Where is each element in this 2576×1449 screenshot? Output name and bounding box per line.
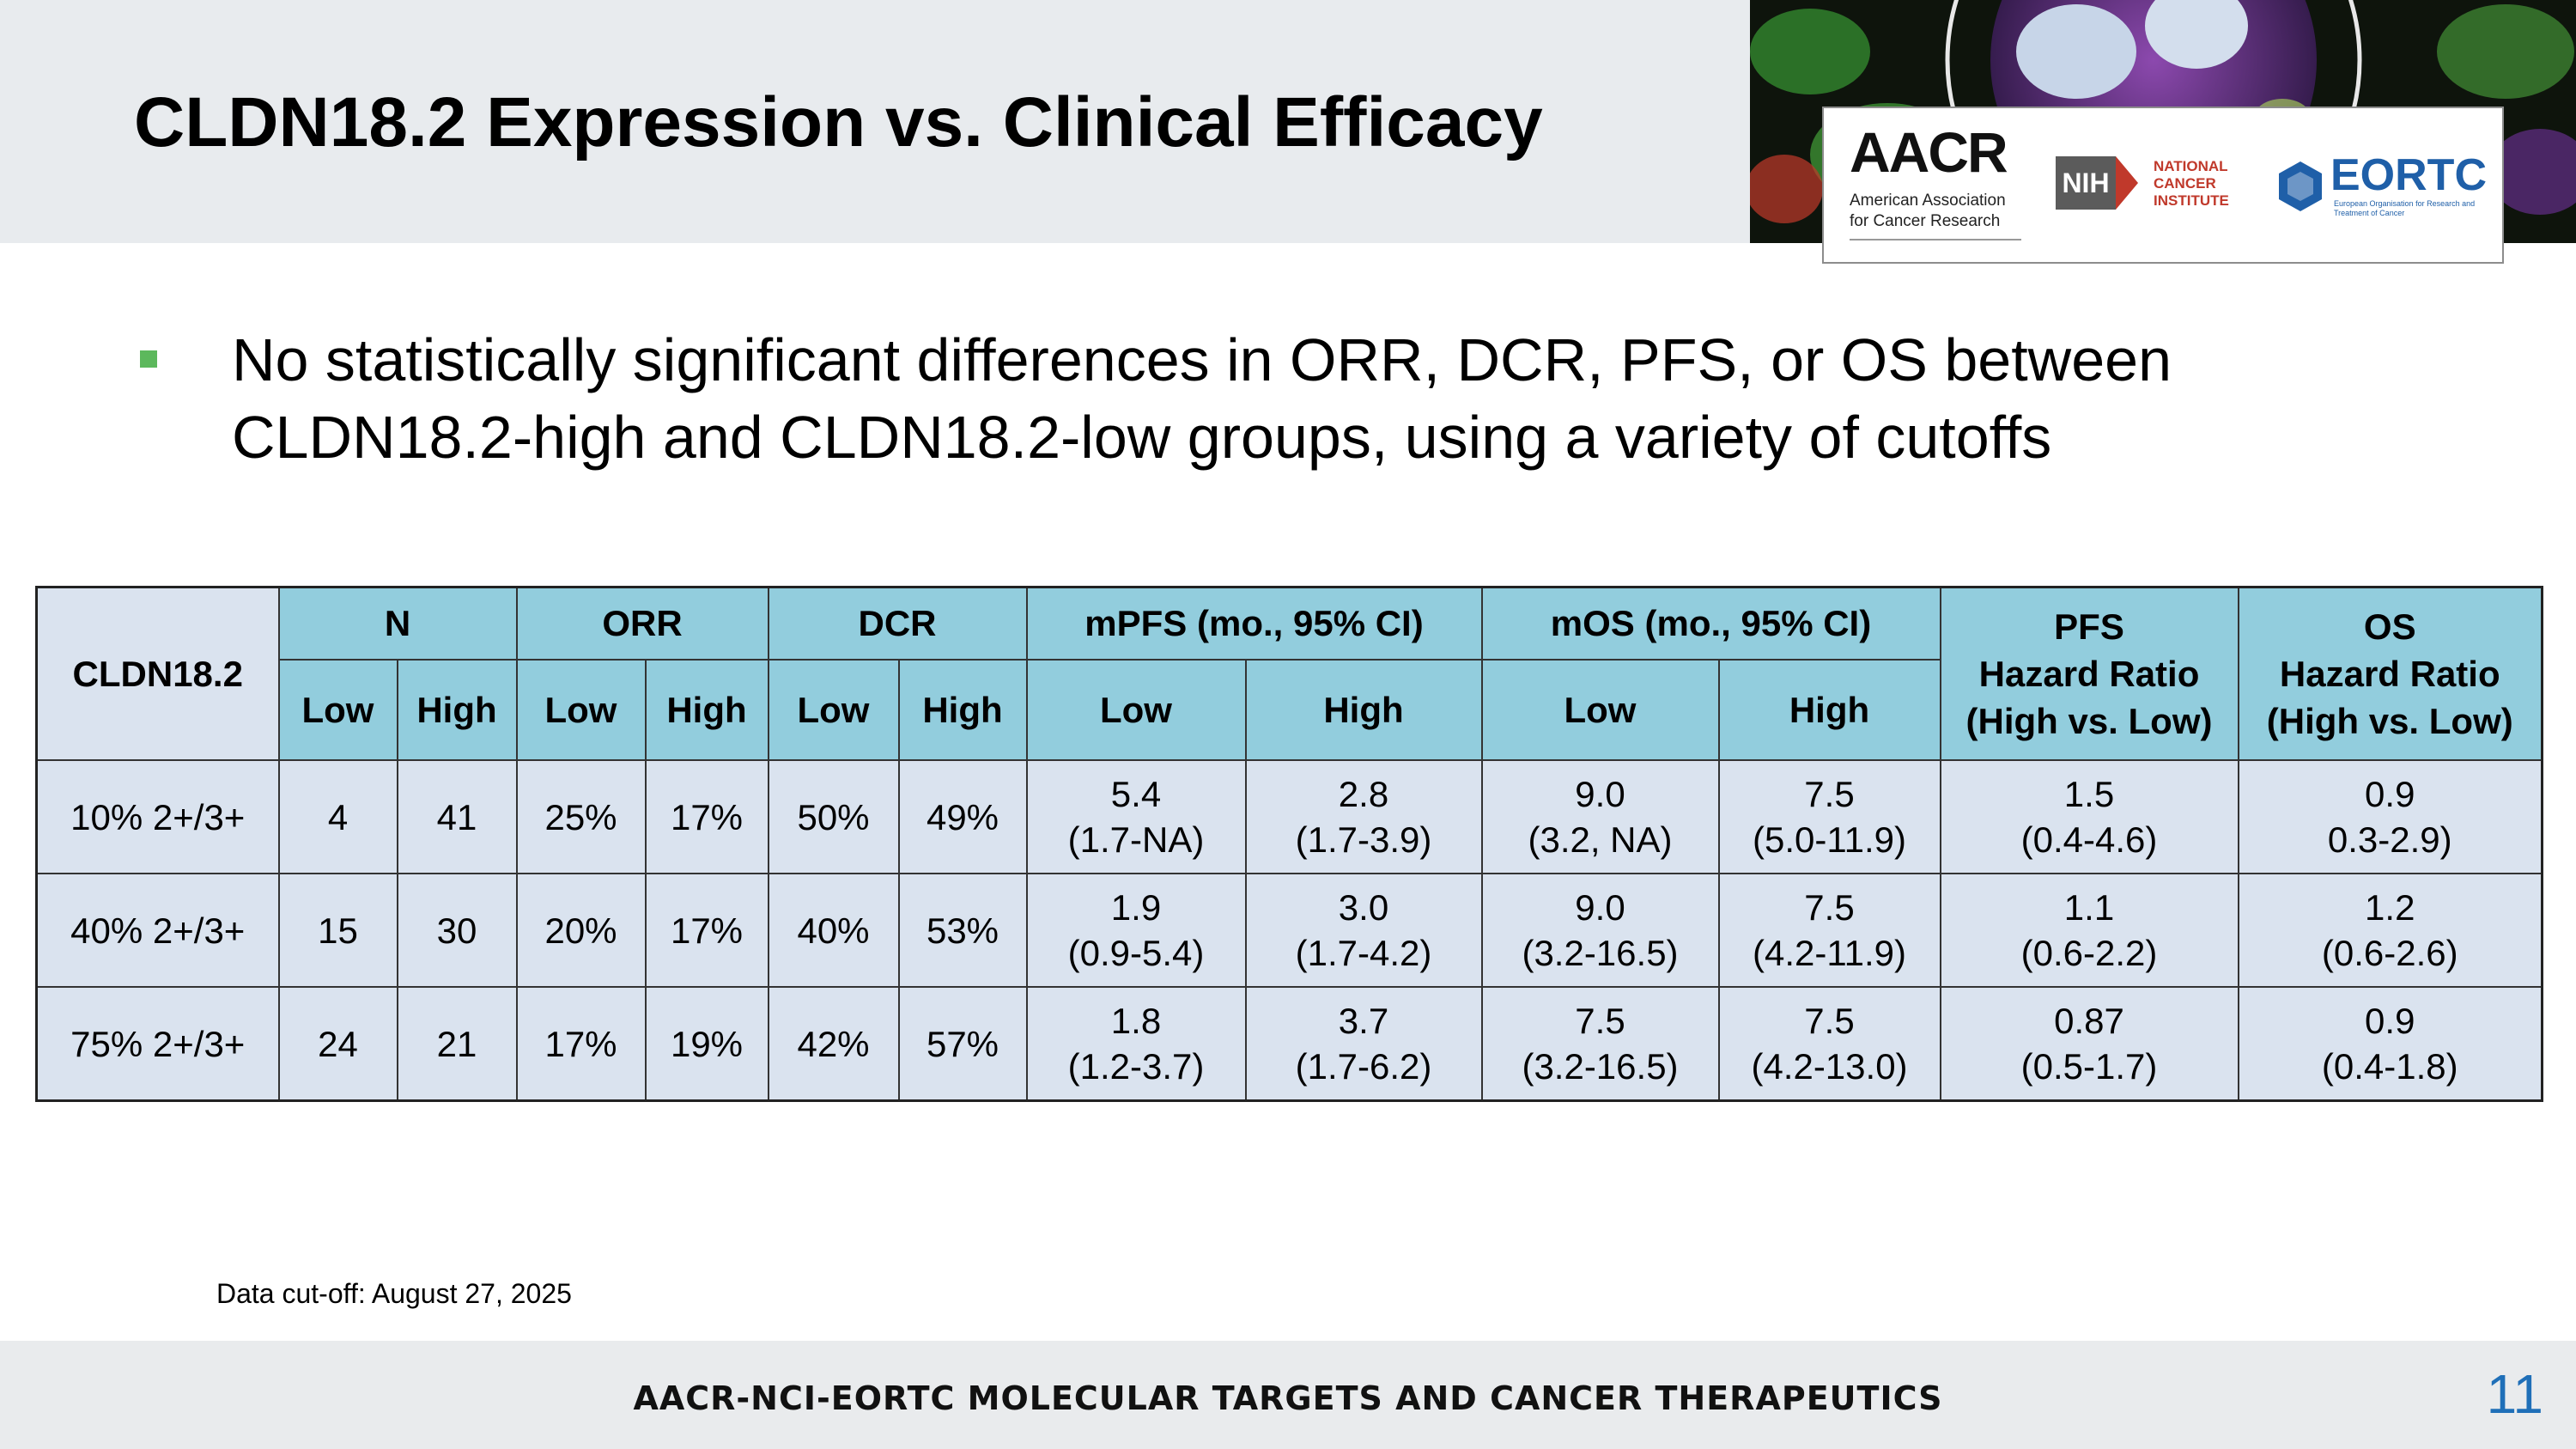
nih-logo: NIH	[2056, 156, 2116, 210]
dcr-low-cell: 40%	[767, 873, 900, 988]
efficacy-table: CLDN18.2 N ORR DCR mPFS (mo., 95% CI) mO…	[35, 586, 2543, 1102]
footer-band	[0, 1341, 2576, 1449]
dcr-header: DCR	[767, 586, 1028, 661]
mpfs-high-cell: 3.0 (1.7-4.2)	[1244, 873, 1483, 988]
aacr-divider	[1850, 239, 2021, 240]
mpfs-high-cell: 2.8 (1.7-3.9)	[1244, 759, 1483, 874]
os-hr-cell: 1.2 (0.6-2.6)	[2237, 873, 2543, 988]
mos-low-cell: 9.0 (3.2, NA)	[1480, 759, 1720, 874]
aacr-logo: AACR	[1850, 120, 2008, 184]
subheader-orr-low: Low	[515, 659, 647, 761]
footer-conference-name: AACR-NCI-EORTC MOLECULAR TARGETS AND CAN…	[633, 1379, 1943, 1417]
eortc-subtitle: European Organisation for Research and T…	[2334, 199, 2476, 217]
n-header: N	[277, 586, 518, 661]
mpfs-low-cell: 1.9 (0.9-5.4)	[1025, 873, 1247, 988]
mpfs-low-cell: 5.4 (1.7-NA)	[1025, 759, 1247, 874]
pfs-hr-header: PFS Hazard Ratio (High vs. Low)	[1939, 586, 2239, 761]
aacr-subtitle: American Association for Cancer Research	[1850, 192, 2006, 230]
subheader-dcr-low: Low	[767, 659, 900, 761]
os-hr-header: OS Hazard Ratio (High vs. Low)	[2237, 586, 2543, 761]
bullet-text: No statistically significant differences…	[232, 326, 2172, 471]
mos-high-cell: 7.5 (4.2-13.0)	[1717, 986, 1941, 1102]
subheader-n-low: Low	[277, 659, 398, 761]
dcr-high-cell: 57%	[897, 986, 1028, 1102]
mos-header: mOS (mo., 95% CI)	[1480, 586, 1941, 661]
mpfs-low-cell: 1.8 (1.2-3.7)	[1025, 986, 1247, 1102]
page-number: 11	[2486, 1363, 2543, 1425]
os-hr-cell: 0.9 0.3-2.9)	[2237, 759, 2543, 874]
n-high-cell: 21	[396, 986, 518, 1102]
pfs-hr-cell: 1.1 (0.6-2.2)	[1939, 873, 2239, 988]
corner-header: CLDN18.2	[35, 586, 280, 761]
orr-low-cell: 20%	[515, 873, 647, 988]
bullet-marker	[140, 350, 157, 368]
mos-high-cell: 7.5 (5.0-11.9)	[1717, 759, 1941, 874]
eortc-emblem-icon	[2275, 160, 2325, 217]
orr-high-cell: 17%	[644, 873, 769, 988]
nci-label: NATIONAL CANCER INSTITUTE	[2154, 158, 2229, 209]
n-low-cell: 15	[277, 873, 398, 988]
orr-high-cell: 19%	[644, 986, 769, 1102]
eortc-logo: EORTC	[2330, 150, 2487, 200]
pfs-hr-cell: 1.5 (0.4-4.6)	[1939, 759, 2239, 874]
table-row: 40% 2+/3+ 15 30 20% 17% 40% 53% 1.9 (0.9-…	[35, 873, 2543, 988]
subheader-mos-high: High	[1717, 659, 1941, 761]
subheader-orr-high: High	[644, 659, 769, 761]
mos-high-cell: 7.5 (4.2-11.9)	[1717, 873, 1941, 988]
dcr-high-cell: 53%	[897, 873, 1028, 988]
n-high-cell: 30	[396, 873, 518, 988]
orr-low-cell: 25%	[515, 759, 647, 874]
subheader-dcr-high: High	[897, 659, 1028, 761]
mos-low-cell: 7.5 (3.2-16.5)	[1480, 986, 1720, 1102]
pfs-hr-cell: 0.87 (0.5-1.7)	[1939, 986, 2239, 1102]
orr-header: ORR	[515, 586, 769, 661]
table-row: 10% 2+/3+ 4 41 25% 17% 50% 49% 5.4 (1.7-N…	[35, 759, 2543, 874]
os-hr-cell: 0.9 (0.4-1.8)	[2237, 986, 2543, 1102]
n-low-cell: 24	[277, 986, 398, 1102]
table-header-row: CLDN18.2 N ORR DCR mPFS (mo., 95% CI) mO…	[35, 586, 2543, 761]
subheader-mpfs-low: Low	[1025, 659, 1247, 761]
cutoff-cell: 10% 2+/3+	[35, 759, 280, 874]
dcr-high-cell: 49%	[897, 759, 1028, 874]
n-low-cell: 4	[277, 759, 398, 874]
data-cutoff-footnote: Data cut-off: August 27, 2025	[216, 1278, 572, 1309]
table-row: 75% 2+/3+ 24 21 17% 19% 42% 57% 1.8 (1.2-…	[35, 986, 2543, 1102]
mpfs-header: mPFS (mo., 95% CI)	[1025, 586, 1483, 661]
dcr-low-cell: 42%	[767, 986, 900, 1102]
sponsor-logos: AACR American Association for Cancer Res…	[1822, 107, 2504, 264]
nih-chevron-icon	[2116, 156, 2138, 210]
cutoff-cell: 75% 2+/3+	[35, 986, 280, 1102]
subheader-mos-low: Low	[1480, 659, 1720, 761]
orr-high-cell: 17%	[644, 759, 769, 874]
subheader-n-high: High	[396, 659, 518, 761]
subheader-mpfs-high: High	[1244, 659, 1483, 761]
n-high-cell: 41	[396, 759, 518, 874]
orr-low-cell: 17%	[515, 986, 647, 1102]
cutoff-cell: 40% 2+/3+	[35, 873, 280, 988]
dcr-low-cell: 50%	[767, 759, 900, 874]
mpfs-high-cell: 3.7 (1.7-6.2)	[1244, 986, 1483, 1102]
slide-title: CLDN18.2 Expression vs. Clinical Efficac…	[134, 83, 1543, 161]
mos-low-cell: 9.0 (3.2-16.5)	[1480, 873, 1720, 988]
table-subheader-row: Low High Low High Low High Low High Low …	[37, 659, 2543, 761]
